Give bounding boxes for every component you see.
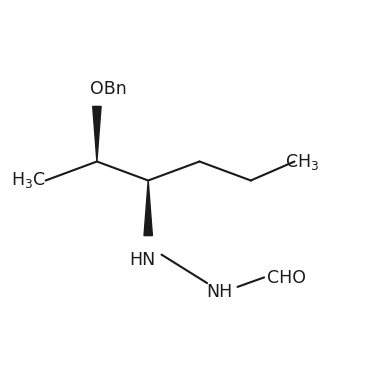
Text: H$_3$C: H$_3$C: [11, 171, 46, 190]
Polygon shape: [93, 106, 101, 162]
Text: CHO: CHO: [268, 269, 306, 287]
Text: NH: NH: [206, 283, 233, 301]
Text: HN: HN: [129, 251, 156, 269]
Text: CH$_3$: CH$_3$: [285, 152, 319, 171]
Text: OBn: OBn: [90, 80, 127, 98]
Polygon shape: [144, 180, 152, 236]
